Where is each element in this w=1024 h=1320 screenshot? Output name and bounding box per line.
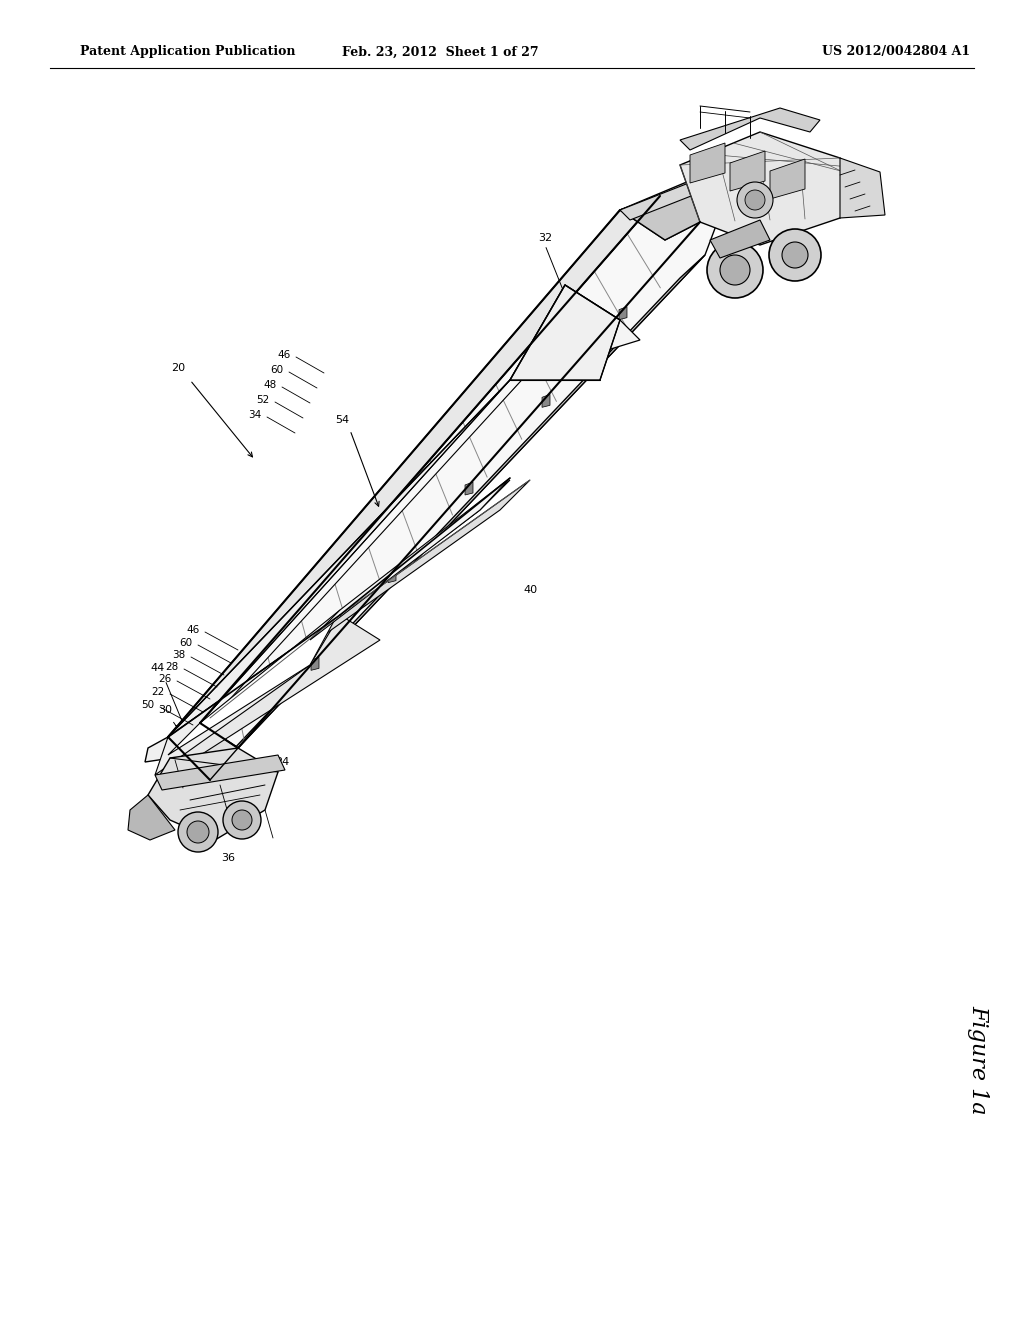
Polygon shape xyxy=(170,255,705,789)
Polygon shape xyxy=(168,360,540,737)
Polygon shape xyxy=(680,108,820,150)
Text: US 2012/0042804 A1: US 2012/0042804 A1 xyxy=(822,45,970,58)
Polygon shape xyxy=(310,480,530,645)
Text: 44: 44 xyxy=(151,663,165,673)
Polygon shape xyxy=(770,158,805,199)
Polygon shape xyxy=(128,795,175,840)
Text: 50: 50 xyxy=(141,700,155,710)
Polygon shape xyxy=(310,478,510,640)
Circle shape xyxy=(232,810,252,830)
Polygon shape xyxy=(200,195,720,780)
Text: 28: 28 xyxy=(165,663,178,672)
Circle shape xyxy=(707,242,763,298)
Polygon shape xyxy=(618,306,627,319)
Circle shape xyxy=(745,190,765,210)
Polygon shape xyxy=(168,723,238,780)
Text: 30: 30 xyxy=(158,705,172,715)
Text: 60: 60 xyxy=(270,366,284,375)
Text: 46: 46 xyxy=(278,350,291,360)
Polygon shape xyxy=(168,195,660,737)
Text: 40: 40 xyxy=(523,585,537,595)
Polygon shape xyxy=(680,132,870,246)
Polygon shape xyxy=(620,168,760,240)
Text: 60: 60 xyxy=(179,638,193,648)
Circle shape xyxy=(737,182,773,218)
Text: Feb. 23, 2012  Sheet 1 of 27: Feb. 23, 2012 Sheet 1 of 27 xyxy=(342,45,539,58)
Polygon shape xyxy=(620,154,770,220)
Text: Figure 1a: Figure 1a xyxy=(967,1006,989,1115)
Polygon shape xyxy=(155,615,340,775)
Polygon shape xyxy=(148,748,278,840)
Text: 24: 24 xyxy=(274,756,289,767)
Text: 38: 38 xyxy=(173,725,187,735)
Polygon shape xyxy=(145,723,238,762)
Circle shape xyxy=(720,255,750,285)
Text: 54: 54 xyxy=(335,414,349,425)
Polygon shape xyxy=(465,482,473,495)
Text: 46: 46 xyxy=(186,624,200,635)
Text: 34: 34 xyxy=(249,411,261,420)
Circle shape xyxy=(782,242,808,268)
Polygon shape xyxy=(388,570,396,582)
Text: 36: 36 xyxy=(221,853,234,863)
Polygon shape xyxy=(840,158,885,218)
Text: 52: 52 xyxy=(256,395,269,405)
Polygon shape xyxy=(311,657,319,671)
Polygon shape xyxy=(660,158,800,222)
Circle shape xyxy=(178,812,218,851)
Polygon shape xyxy=(620,195,700,240)
Polygon shape xyxy=(730,150,765,191)
Polygon shape xyxy=(510,285,640,380)
Polygon shape xyxy=(155,755,285,789)
Polygon shape xyxy=(510,285,620,380)
Text: 20: 20 xyxy=(171,363,185,374)
Polygon shape xyxy=(168,615,380,766)
Polygon shape xyxy=(200,360,540,723)
Polygon shape xyxy=(710,220,770,257)
Text: 48: 48 xyxy=(263,380,276,389)
Text: Patent Application Publication: Patent Application Publication xyxy=(80,45,296,58)
Text: 22: 22 xyxy=(152,686,165,697)
Polygon shape xyxy=(350,480,510,609)
Text: 38: 38 xyxy=(172,649,185,660)
Circle shape xyxy=(223,801,261,840)
Polygon shape xyxy=(168,610,340,755)
Text: 26: 26 xyxy=(159,675,172,684)
Polygon shape xyxy=(542,395,550,408)
Text: 24: 24 xyxy=(733,190,748,201)
Circle shape xyxy=(187,821,209,843)
Circle shape xyxy=(769,228,821,281)
Text: 32: 32 xyxy=(538,234,552,243)
Polygon shape xyxy=(690,143,725,183)
